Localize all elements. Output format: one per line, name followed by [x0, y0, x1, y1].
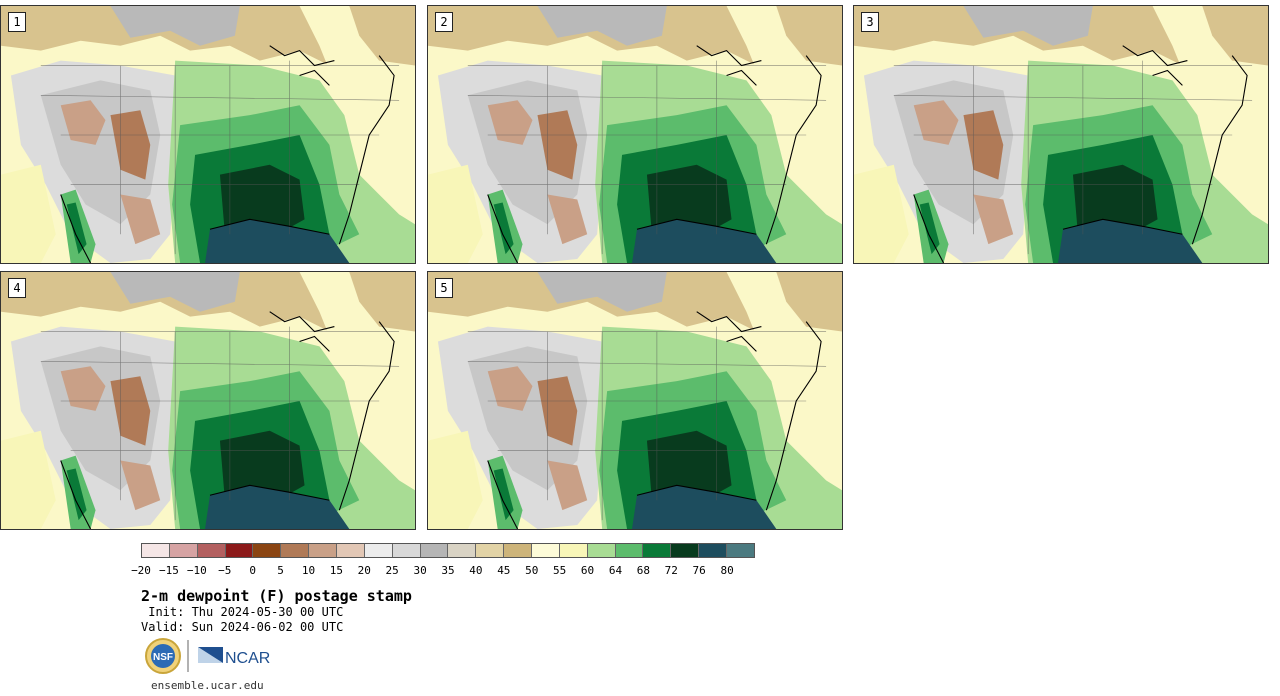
tick-label: −10 [186, 564, 207, 577]
color-swatch [281, 544, 310, 557]
color-swatch [671, 544, 700, 557]
tick-label: 72 [664, 564, 678, 577]
color-swatch [309, 544, 338, 557]
color-swatch [699, 544, 728, 557]
tick-label: 60 [580, 564, 595, 577]
tick-label: 20 [357, 564, 371, 577]
svg-text:NCAR: NCAR [225, 650, 270, 667]
panel-number-label: 4 [8, 278, 26, 298]
tick-label: 55 [553, 564, 567, 577]
color-swatch [420, 544, 449, 557]
color-swatch [169, 544, 198, 557]
color-swatch [364, 544, 393, 557]
color-scale-ticks: −20 −15 −10 −5 0 5 10 15 20 25 30 35 40 45 50 55 60 64 68 7… [131, 564, 755, 578]
map-panel-5: 5 [427, 271, 843, 530]
tick-label: 45 [497, 564, 511, 577]
page-title: 2-m dewpoint (F) postage stamp [141, 587, 412, 605]
tick-label: 30 [413, 564, 427, 577]
dewpoint-map-image [428, 6, 842, 263]
dewpoint-map-image [1, 272, 415, 529]
panel-number-label: 3 [861, 12, 879, 32]
tick-label: 15 [329, 564, 343, 577]
dewpoint-map-image [1, 6, 415, 263]
init-time: Init: Thu 2024-05-30 00 UTC [141, 605, 344, 619]
tick-label: 40 [469, 564, 483, 577]
color-swatch [615, 544, 644, 557]
color-swatch [392, 544, 421, 557]
dewpoint-map-image [854, 6, 1268, 263]
map-panel-4: 4 [0, 271, 416, 530]
tick-label: 25 [385, 564, 399, 577]
tick-label: 5 [277, 564, 284, 577]
dewpoint-map-image [428, 272, 842, 529]
svg-text:NSF: NSF [153, 652, 173, 663]
nsf-logo: NSF [145, 638, 181, 674]
tick-label: 76 [692, 564, 706, 577]
tick-label: 10 [301, 564, 316, 577]
tick-label: 80 [720, 564, 734, 577]
tick-label: 35 [441, 564, 455, 577]
color-swatch [476, 544, 505, 557]
color-scale-bar [141, 543, 755, 558]
color-swatch [337, 544, 365, 557]
tick-label: 0 [249, 564, 256, 577]
color-swatch [727, 544, 754, 557]
color-swatch [225, 544, 254, 557]
color-swatch [197, 544, 226, 557]
site-url: ensemble.ucar.edu [151, 679, 264, 692]
valid-time: Valid: Sun 2024-06-02 00 UTC [141, 620, 344, 634]
color-swatch [587, 544, 616, 557]
tick-label: −5 [218, 564, 232, 577]
panel-number-label: 2 [435, 12, 453, 32]
ncar-logo: NCAR [198, 647, 270, 667]
panel-number-label: 1 [8, 12, 26, 32]
color-swatch [253, 544, 282, 557]
color-swatch [559, 544, 588, 557]
color-swatch [643, 544, 672, 557]
logo-group: NSF NCAR [145, 637, 275, 675]
map-panel-3: 3 [853, 5, 1269, 264]
tick-label: 50 [525, 564, 539, 577]
color-swatch [504, 544, 533, 557]
map-panel-1: 1 [0, 5, 416, 264]
tick-label: 64 [608, 564, 623, 577]
tick-label: −20 [131, 564, 151, 577]
color-swatch [532, 544, 560, 557]
panel-number-label: 5 [435, 278, 453, 298]
tick-label: 68 [636, 564, 650, 577]
color-swatch [448, 544, 477, 557]
map-panel-2: 2 [427, 5, 843, 264]
tick-label: −15 [158, 564, 179, 577]
color-swatch [142, 544, 170, 557]
